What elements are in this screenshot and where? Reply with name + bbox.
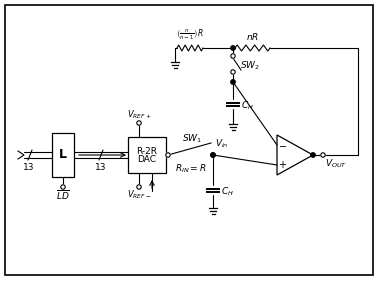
Text: $V_{in}$: $V_{in}$ bbox=[215, 138, 229, 150]
Text: $+$: $+$ bbox=[278, 160, 288, 170]
Text: $-$: $-$ bbox=[278, 140, 288, 150]
Text: DAC: DAC bbox=[137, 154, 157, 164]
Text: 13: 13 bbox=[95, 162, 107, 172]
Text: $\overline{LD}$: $\overline{LD}$ bbox=[56, 188, 70, 202]
Text: $V_{OUT}$: $V_{OUT}$ bbox=[325, 158, 347, 170]
Circle shape bbox=[137, 121, 141, 125]
Text: $C_H$: $C_H$ bbox=[221, 186, 234, 198]
Text: $\left(\frac{n}{n-1}\right)R$: $\left(\frac{n}{n-1}\right)R$ bbox=[176, 27, 204, 42]
Circle shape bbox=[211, 153, 215, 157]
Circle shape bbox=[321, 153, 325, 157]
Circle shape bbox=[211, 153, 215, 157]
Circle shape bbox=[137, 185, 141, 189]
Text: $V_{REF-}$: $V_{REF-}$ bbox=[127, 189, 151, 201]
Text: L: L bbox=[59, 148, 67, 162]
Circle shape bbox=[166, 153, 170, 157]
Circle shape bbox=[231, 54, 235, 58]
Text: $SW_1$: $SW_1$ bbox=[182, 133, 203, 145]
Bar bbox=[52, 133, 74, 177]
Text: $C_H$: $C_H$ bbox=[241, 100, 254, 112]
Bar bbox=[128, 137, 166, 173]
Circle shape bbox=[231, 70, 235, 74]
Text: 13: 13 bbox=[23, 162, 35, 172]
Text: $SW_2$: $SW_2$ bbox=[240, 60, 260, 72]
Circle shape bbox=[231, 80, 235, 84]
Circle shape bbox=[231, 46, 235, 50]
Text: $V_{REF+}$: $V_{REF+}$ bbox=[127, 109, 151, 121]
Text: $R_{IN}=R$: $R_{IN}=R$ bbox=[175, 163, 206, 175]
Text: $nR$: $nR$ bbox=[246, 31, 260, 43]
Circle shape bbox=[61, 185, 65, 189]
Text: R-2R: R-2R bbox=[136, 146, 157, 156]
Circle shape bbox=[311, 153, 315, 157]
